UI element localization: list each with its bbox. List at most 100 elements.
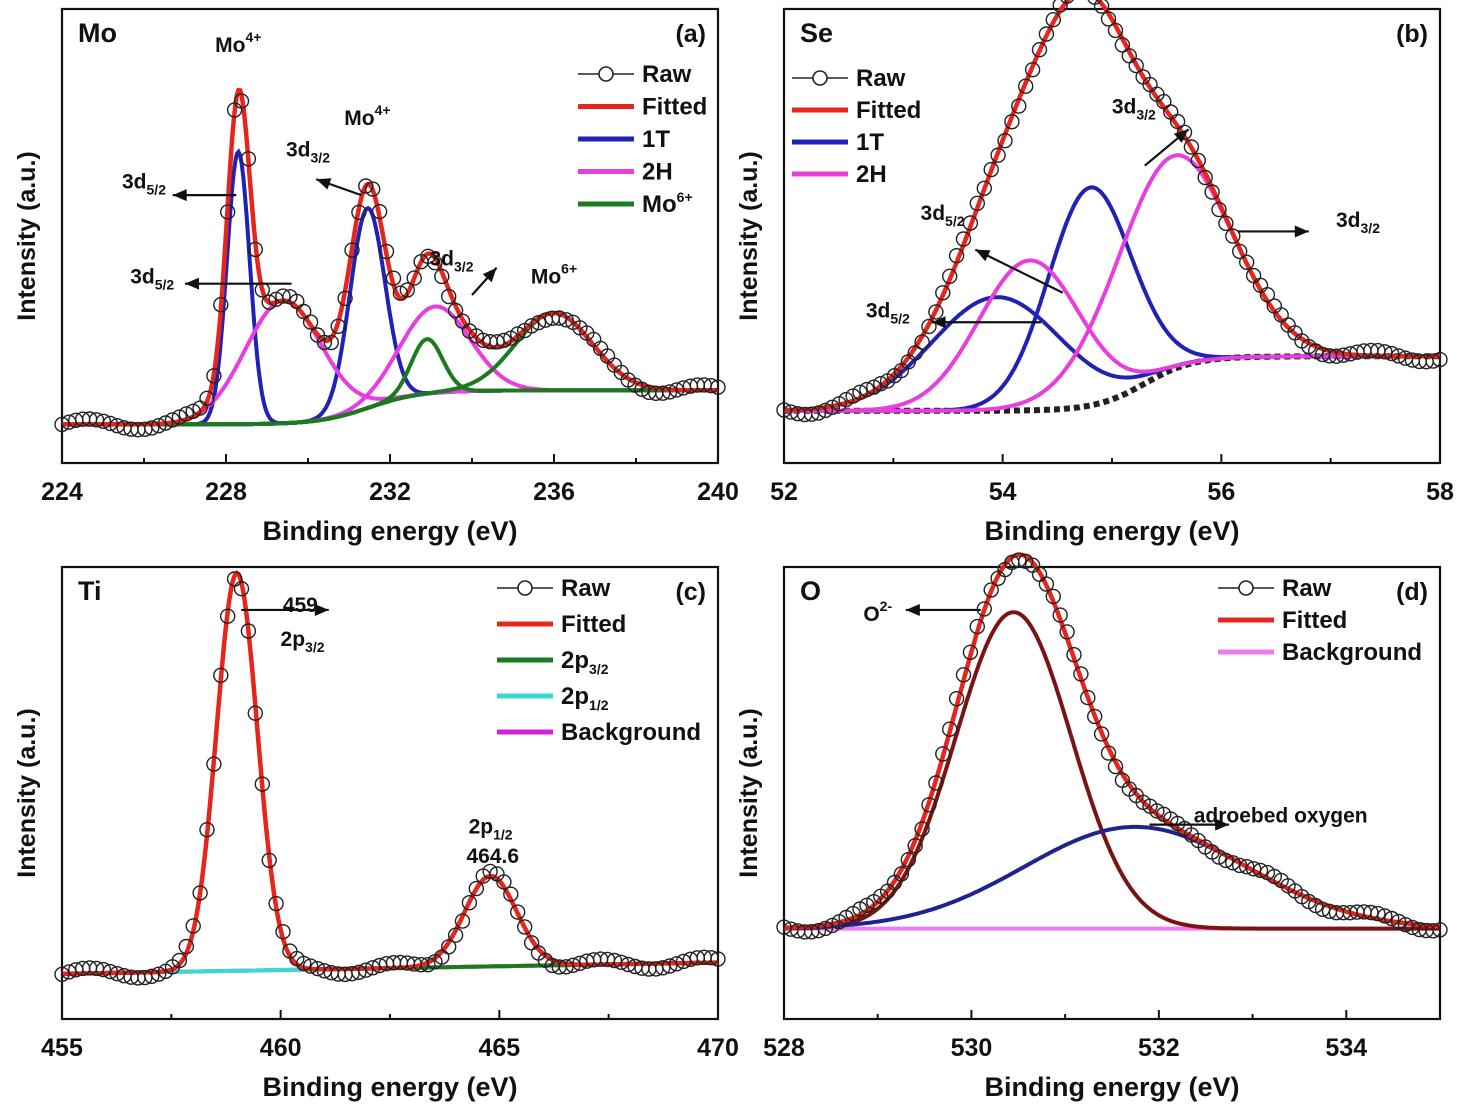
raw-data-point [935,285,951,301]
raw-data-point [928,775,944,791]
raw-data-point [1011,552,1027,568]
raw-data-point [976,180,992,197]
raw-data-point [1432,351,1448,368]
raw-data-point [206,756,222,772]
raw-data-point [1080,689,1096,706]
peak-annotation: 3d3/2 [286,139,330,166]
raw-data-point [261,852,277,868]
raw-data-point [1383,910,1400,927]
raw-data-point [1052,607,1068,623]
raw-data-point [1190,152,1207,169]
panel-element-label: Ti [78,576,102,606]
x-axis-label: Binding energy (eV) [262,1072,517,1102]
legend-marker-raw [517,580,533,596]
annotation-arrow-head [316,178,332,190]
peak-annotation: 464.6 [466,845,519,868]
raw-data-point [997,132,1013,149]
raw-data-point [323,334,339,351]
raw-data-point [873,376,889,392]
raw-data-point [893,866,910,882]
x-tick-label: 470 [697,1034,739,1062]
raw-data-point [1060,0,1074,4]
panel-a-mo: 224 228 232 236 240 Binding energy (eV) Intens… [13,7,739,546]
raw-data-point [296,303,312,320]
raw-data-point [1066,647,1082,663]
raw-data-point [164,412,181,428]
y-axis-label: Intensity (a.u.) [735,151,763,320]
peak-annotation: 3d5/2 [122,170,166,197]
panel-id-label: (d) [1396,578,1428,606]
raw-data-point [510,326,526,342]
raw-data-point [948,691,965,707]
raw-data-point [316,334,333,351]
annotation-arrow-head [185,277,199,290]
raw-data-point [523,318,540,334]
raw-data-point [1370,905,1386,922]
raw-data-point [620,956,636,973]
raw-data-point [969,195,985,212]
raw-data-point [810,923,827,939]
raw-data-point [1024,61,1041,78]
raw-data-point [399,282,415,298]
raw-data-point [662,958,678,974]
raw-data-point [1307,343,1324,359]
x-tick-label: 58 [1426,478,1454,506]
x-tick-label: 528 [763,1034,805,1062]
y-axis-label: Intensity (a.u.) [13,708,41,877]
raw-data-point [178,938,195,955]
x-tick-label: 532 [1138,1034,1180,1062]
raw-data-point [185,918,201,934]
raw-data-point [254,776,270,792]
raw-data-point [503,886,519,902]
raw-data-point [1038,576,1055,592]
raw-data-point [810,405,827,421]
panel-element-label: O [800,576,821,606]
x-tick-label: 54 [989,478,1017,506]
annotation-arrow-head [1294,225,1309,238]
x-axis-label: Binding energy (eV) [984,1072,1239,1102]
raw-data-point [1259,287,1276,303]
raw-data-point [447,927,464,943]
raw-data-point [710,379,726,395]
raw-data-point [468,880,484,897]
raw-data-point [1377,344,1393,360]
raw-data-point [54,966,70,982]
peak-annotation: 3d3/2 [430,248,474,275]
raw-data-point [1107,758,1124,775]
raw-data-point [907,838,923,854]
legend-entry-label: 2H [642,159,673,186]
annotation-arrow-head [1215,818,1230,831]
raw-data-point [268,895,284,912]
raw-data-point [558,312,574,328]
raw-data-point [655,960,671,976]
raw-data-point [434,268,450,285]
legend-entry-label: 2H [856,161,887,188]
raw-data-point [1211,201,1227,218]
raw-data-point [150,966,167,982]
raw-data-point [247,705,264,721]
raw-data-point [420,957,436,973]
raw-data-point [1425,923,1441,939]
x-tick-label: 534 [1325,1034,1367,1062]
raw-data-point [942,721,958,737]
raw-data-point [1052,0,1068,13]
legend-marker-raw [598,66,614,82]
raw-data-point [914,821,930,837]
raw-data-point [95,961,112,978]
plot-frame [782,565,1442,1021]
x-tick-label: 224 [41,478,83,506]
raw-data-point [219,204,236,220]
raw-data-point [962,644,979,660]
raw-data-point [157,415,174,431]
raw-data-point [365,181,381,197]
panel-c-ti: 455 460 465 470 Binding energy (eV) Intensity… [13,565,739,1102]
legend-entry-label: Fitted [856,97,921,124]
y-axis-label: Intensity (a.u.) [13,151,41,320]
raw-data-point [1045,12,1062,28]
raw-data-point [192,885,208,901]
peak-annotation: adroebed oxygen [1194,804,1368,827]
raw-data-point [983,161,999,178]
x-tick-label: 530 [951,1034,993,1062]
raw-data-point [1031,42,1048,58]
raw-data-point [668,956,685,972]
